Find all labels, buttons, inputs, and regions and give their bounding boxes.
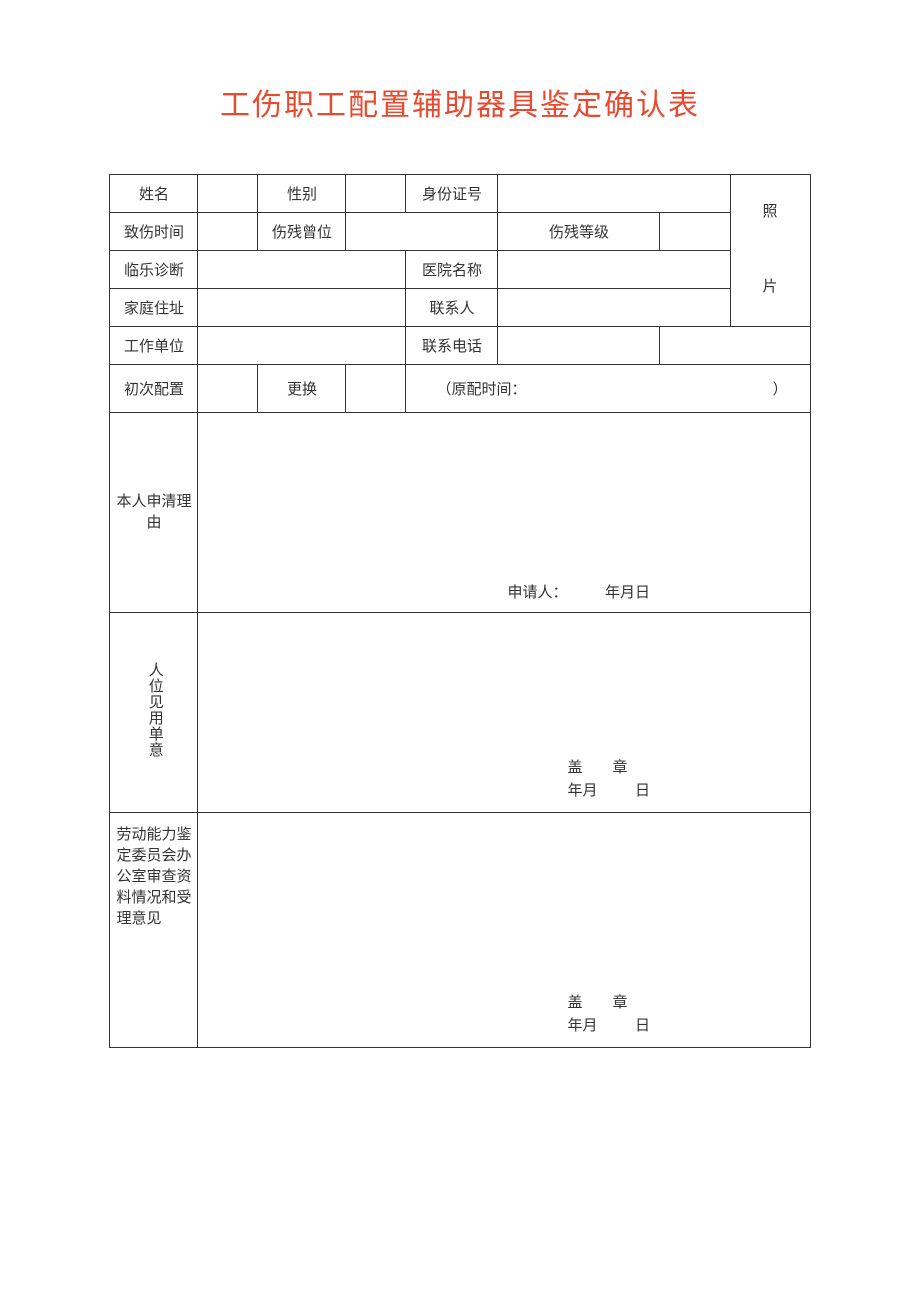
employer-seal-line: 盖 章 年月 日 — [568, 757, 788, 802]
committee-review-text: 劳动能力鉴定委员会办公室审查资料情况和受理意见 — [116, 827, 191, 927]
label-committee-review: 劳动能力鉴定委员会办公室审查资料情况和受理意见 — [110, 813, 198, 1048]
value-committee-review: 盖 章 年月 日 — [198, 813, 810, 1048]
day-1: 日 — [635, 783, 650, 799]
label-replacement: 更换 — [258, 365, 346, 413]
label-contact-phone: 联系电话 — [406, 327, 498, 365]
label-home-address: 家庭住址 — [110, 289, 198, 327]
label-clinical-diagnosis: 临乐诊断 — [110, 251, 198, 289]
value-replacement — [346, 365, 406, 413]
label-contact-person: 联系人 — [406, 289, 498, 327]
original-time-close: ） — [773, 378, 808, 399]
value-gender — [346, 175, 406, 213]
label-injury-time: 致伤时间 — [110, 213, 198, 251]
label-injury-part: 伤残曾位 — [258, 213, 346, 251]
label-gender: 性别 — [258, 175, 346, 213]
label-initial-config: 初次配置 — [110, 365, 198, 413]
original-time-cell: （原配时间： ） — [406, 365, 810, 413]
label-disability-level: 伤残等级 — [498, 213, 660, 251]
value-clinical-diagnosis — [198, 251, 406, 289]
label-applicant-reason: 本人申清理由 — [110, 413, 198, 613]
value-contact-phone — [498, 327, 660, 365]
year-month-2: 年月 — [568, 1018, 598, 1034]
value-injury-time — [198, 213, 258, 251]
committee-seal-line: 盖 章 年月 日 — [568, 992, 788, 1037]
label-employer-opinion: 人位见用单意 — [110, 613, 198, 813]
label-hospital-name: 医院名称 — [406, 251, 498, 289]
value-disability-level — [660, 213, 730, 251]
seal-char-4: 章 — [613, 995, 628, 1011]
value-contact-person — [498, 289, 730, 327]
value-applicant-reason: 申请人： 年月日 — [198, 413, 810, 613]
applicant-sign-line: 申请人： 年月日 — [508, 581, 788, 602]
value-id-number — [498, 175, 730, 213]
value-employer-opinion: 盖 章 年月 日 — [198, 613, 810, 813]
photo-cell: 照片 — [730, 175, 810, 327]
applicant-sign-label: 申请人： — [508, 585, 568, 601]
label-name: 姓名 — [110, 175, 198, 213]
page-title: 工伤职工配置辅助器具鉴定确认表 — [60, 80, 860, 124]
label-work-unit: 工作单位 — [110, 327, 198, 365]
value-home-address — [198, 289, 406, 327]
value-injury-part — [346, 213, 498, 251]
original-time-open: （原配时间： — [436, 382, 526, 398]
employer-opinion-text: 人位见用单意 — [144, 662, 164, 758]
label-id-number: 身份证号 — [406, 175, 498, 213]
value-name — [198, 175, 258, 213]
seal-char-3: 盖 — [568, 995, 583, 1011]
applicant-date: 年月日 — [605, 585, 650, 601]
value-work-unit — [198, 327, 406, 365]
value-hospital-name — [498, 251, 730, 289]
value-initial-config — [198, 365, 258, 413]
year-month-1: 年月 — [568, 783, 598, 799]
form-table: 姓名 性别 身份证号 照片 致伤时间 伤残曾位 伤残等级 临乐诊断 医院名称 家… — [109, 174, 810, 1048]
seal-char-1: 盖 — [568, 760, 583, 776]
day-2: 日 — [635, 1018, 650, 1034]
value-contact-phone-ext — [660, 327, 810, 365]
seal-char-2: 章 — [613, 760, 628, 776]
